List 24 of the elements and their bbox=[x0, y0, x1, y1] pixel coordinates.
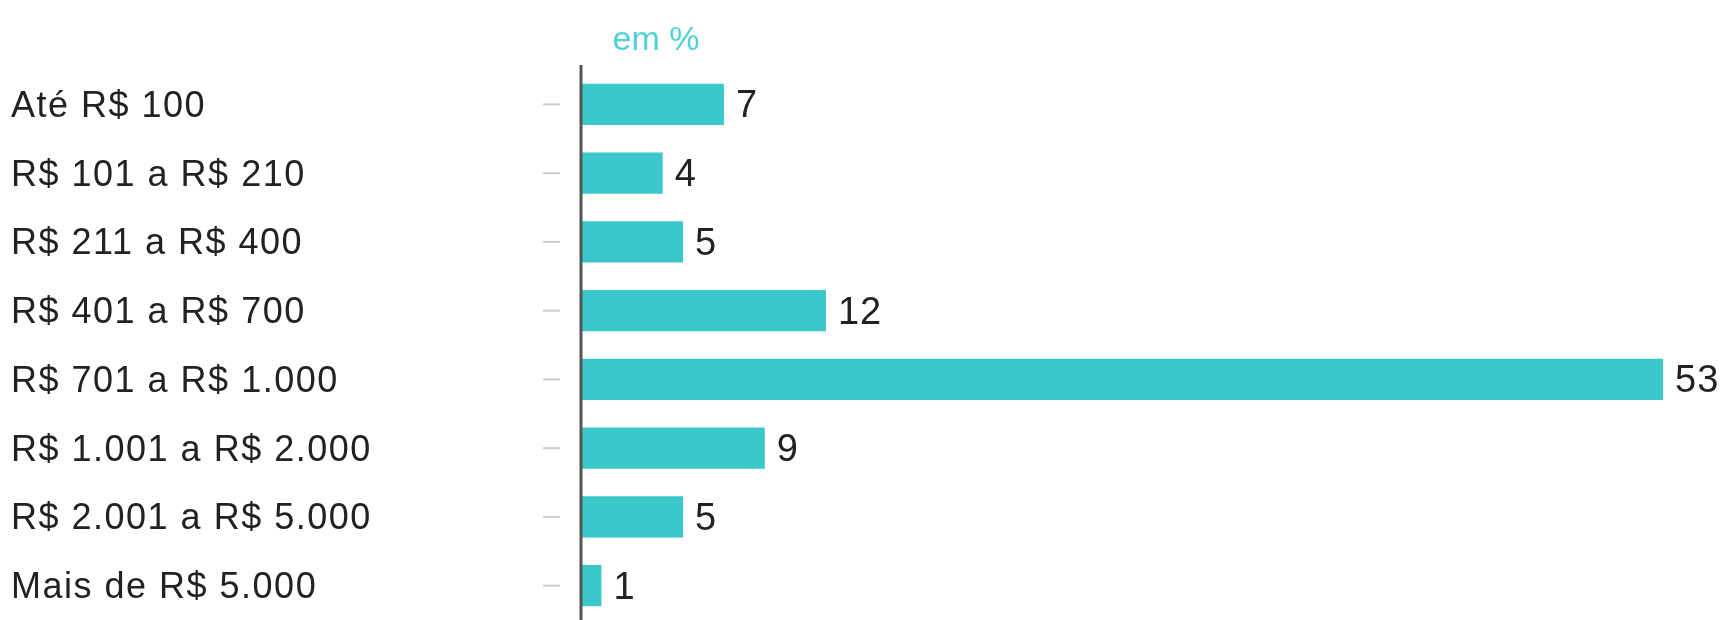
y-tick-label: R$ 101 a R$ 210 bbox=[11, 152, 306, 194]
data-label: 5 bbox=[695, 220, 718, 263]
y-tick-label: R$ 211 a R$ 400 bbox=[11, 221, 304, 263]
data-label: 5 bbox=[695, 495, 718, 538]
y-tick-label: R$ 701 a R$ 1.000 bbox=[11, 358, 339, 400]
bar bbox=[581, 427, 765, 469]
bar bbox=[581, 221, 684, 263]
y-tick-label: Mais de R$ 5.000 bbox=[11, 565, 318, 607]
bar bbox=[581, 496, 684, 538]
bar bbox=[581, 152, 663, 194]
y-tick-label: R$ 2.001 a R$ 5.000 bbox=[11, 496, 372, 538]
data-label: 7 bbox=[735, 83, 759, 126]
bar bbox=[581, 290, 826, 332]
data-label: 1 bbox=[613, 564, 636, 607]
chart-subtitle: em % bbox=[612, 19, 700, 57]
data-label: 9 bbox=[776, 427, 799, 470]
bar bbox=[581, 83, 724, 125]
bar bbox=[581, 358, 1663, 400]
data-label: 12 bbox=[837, 289, 883, 332]
y-tick-label: Até R$ 100 bbox=[11, 83, 207, 125]
y-tick-label: R$ 1.001 a R$ 2.000 bbox=[11, 427, 372, 469]
y-tick-label: R$ 401 a R$ 700 bbox=[11, 290, 306, 332]
data-label: 53 bbox=[1675, 358, 1720, 401]
data-label: 4 bbox=[674, 152, 697, 195]
